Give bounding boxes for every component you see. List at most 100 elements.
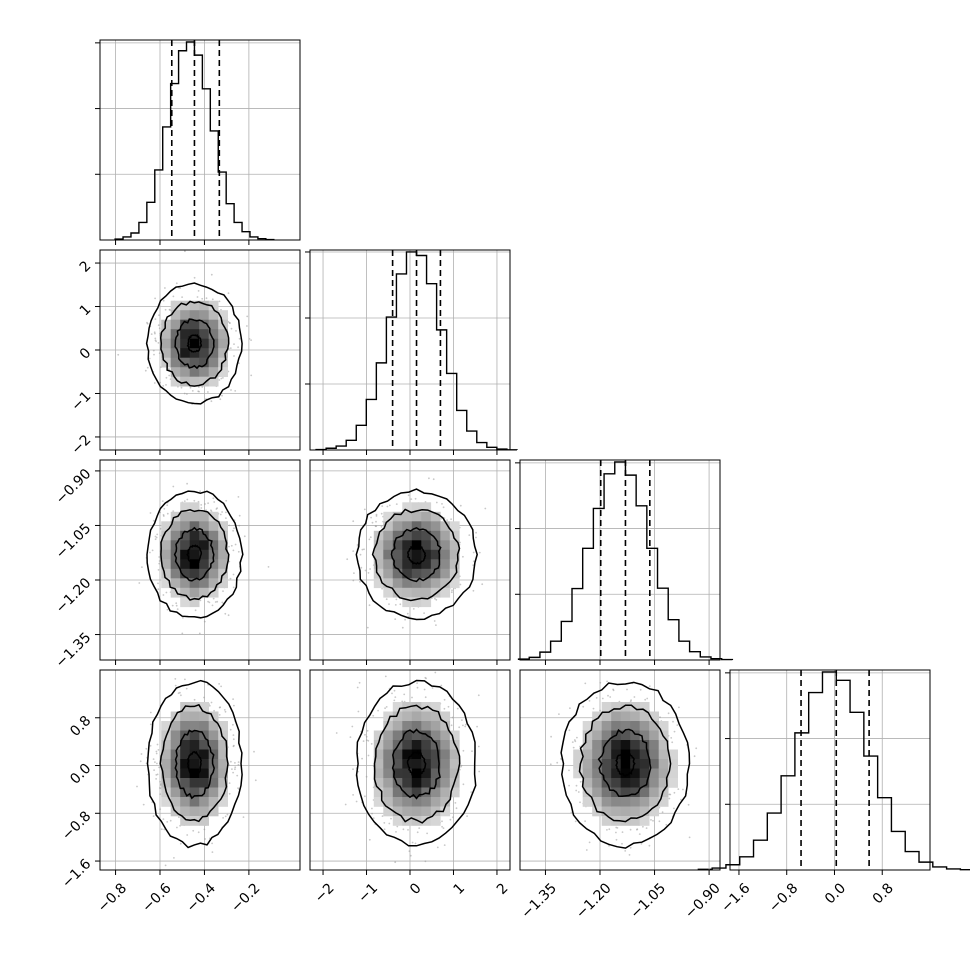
density-cell [180, 521, 190, 532]
density-cell [218, 549, 228, 560]
panel-frame [99, 669, 301, 871]
sample-point [367, 572, 370, 574]
panel-frame [729, 669, 931, 871]
sample-point [233, 704, 235, 707]
density-cell [180, 502, 190, 513]
sample-point [246, 315, 249, 318]
density-cell [180, 367, 190, 377]
sample-point [609, 696, 612, 698]
density-cell [649, 778, 659, 788]
sample-point [232, 698, 235, 700]
density-cell [180, 300, 190, 311]
sample-point [205, 509, 208, 512]
density-cell [411, 797, 422, 807]
sample-point [179, 842, 182, 845]
density-cell [421, 768, 432, 779]
sample-point [370, 516, 372, 519]
sample-point [451, 716, 454, 719]
sample-point [352, 794, 354, 796]
sample-point [201, 297, 204, 300]
sample-point [155, 778, 158, 780]
density-cell [421, 721, 432, 731]
sample-point [155, 340, 158, 343]
density-cell [199, 549, 209, 560]
density-cell [189, 310, 200, 320]
density-cell [218, 348, 228, 358]
density-cell [208, 568, 219, 579]
sample-point [234, 390, 237, 392]
density-cell [208, 300, 219, 311]
sample-point [153, 353, 155, 356]
sample-point [472, 560, 475, 563]
density-cell [189, 300, 200, 311]
density-cell [411, 778, 422, 788]
scatter-panel-0-3 [99, 669, 301, 871]
density-cell [630, 740, 640, 750]
density-cell [649, 797, 659, 807]
sample-point [461, 719, 463, 721]
sample-point [459, 504, 462, 507]
density-cell [383, 530, 394, 541]
sample-point [410, 498, 413, 500]
x-tick-label: −2 [312, 880, 338, 906]
density-cell [383, 578, 394, 589]
density-cell [421, 597, 432, 608]
sample-point [393, 699, 396, 702]
density-cell [218, 768, 228, 779]
x-tick-label: −1.05 [628, 880, 670, 922]
density-cell [392, 787, 403, 798]
sample-point [246, 325, 248, 327]
sample-point [237, 761, 240, 763]
y-tick-label: −1.05 [53, 521, 95, 563]
density-cell [440, 787, 451, 798]
density-cell [449, 559, 460, 570]
sample-point [225, 499, 228, 502]
sample-point [582, 705, 585, 708]
density-cell [402, 711, 413, 722]
density-cell [218, 559, 228, 570]
density-cell [611, 721, 621, 731]
sample-point [481, 583, 484, 586]
sample-point [233, 355, 235, 357]
sample-point [645, 827, 648, 829]
sample-point [232, 734, 235, 736]
density-cell [611, 702, 621, 712]
density-cell [218, 530, 228, 541]
density-cell [373, 740, 384, 750]
density-cell [411, 521, 422, 532]
sample-point [157, 569, 160, 571]
density-cell [630, 787, 640, 798]
sample-point [585, 849, 588, 851]
density-cell [189, 568, 200, 579]
sample-point [193, 499, 196, 502]
sample-point [155, 752, 158, 755]
sample-point [175, 604, 178, 607]
sample-point [186, 834, 189, 836]
contour-level-4 [406, 749, 427, 777]
density-cell [630, 730, 640, 741]
y-tick-label: −1 [68, 389, 94, 415]
density-cell [620, 749, 631, 760]
density-cell [658, 740, 669, 750]
density-cell [199, 521, 209, 532]
density-cell [449, 759, 460, 769]
sample-point [676, 724, 679, 726]
density-cell [218, 338, 228, 349]
sample-point [353, 572, 355, 574]
density-cell [449, 768, 460, 779]
sample-point [164, 308, 167, 311]
density-cell [161, 740, 171, 750]
contour-level-3 [173, 526, 215, 582]
density-cell [170, 559, 181, 570]
density-cell [592, 730, 602, 741]
density-cell [611, 797, 621, 807]
sample-point [361, 548, 364, 551]
sample-point [158, 766, 161, 769]
density-cell [430, 787, 441, 798]
histogram-panel-2 [515, 459, 734, 661]
density-cell [402, 568, 413, 579]
density-cell [592, 778, 602, 788]
sample-point [210, 400, 213, 403]
sample-point [395, 503, 398, 505]
density-cell [180, 338, 190, 349]
